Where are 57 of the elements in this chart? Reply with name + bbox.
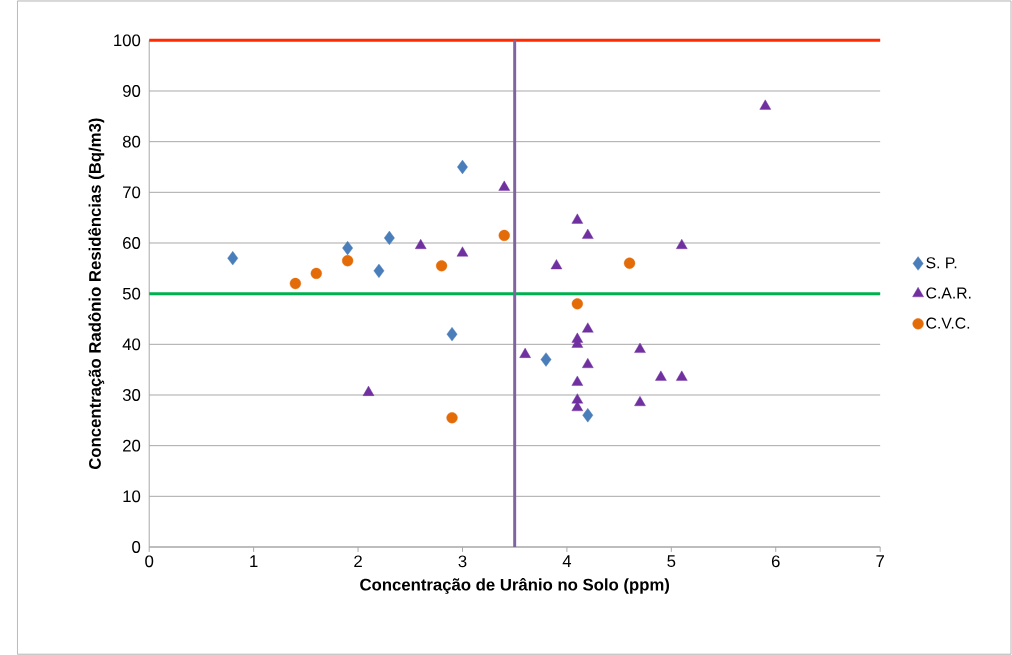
legend-label: C.V.C. <box>926 317 970 329</box>
y-tick-label: 0 <box>132 540 141 553</box>
point <box>519 347 531 358</box>
x-tick-label: 2 <box>354 555 362 567</box>
point <box>571 393 584 404</box>
point <box>676 238 688 249</box>
legend-label: C.A.R. <box>926 287 971 299</box>
point <box>550 259 563 270</box>
x-tick-label: 7 <box>876 555 884 567</box>
point <box>623 257 636 269</box>
point <box>289 277 302 290</box>
point <box>384 230 395 245</box>
point <box>540 352 552 367</box>
y-tick-label: 10 <box>123 490 141 503</box>
y-tick-label: 30 <box>122 388 141 401</box>
y-tick-label: 70 <box>123 186 141 199</box>
point <box>310 267 322 279</box>
x-tick-label: 6 <box>771 555 780 568</box>
point <box>655 370 667 381</box>
point <box>571 213 584 224</box>
point <box>582 322 594 333</box>
point <box>446 412 458 424</box>
point <box>456 246 469 257</box>
point <box>634 342 646 353</box>
y-tick-label: 100 <box>114 34 141 47</box>
point <box>759 99 772 110</box>
x-tick-label: 5 <box>667 555 676 567</box>
point <box>414 238 427 249</box>
point <box>446 327 458 342</box>
legend-label: S. P. <box>926 257 957 269</box>
x-tick-label: 1 <box>250 555 258 567</box>
x-axis-title: Concentração de Urânio no Solo (ppm) <box>360 577 670 594</box>
point <box>571 375 584 386</box>
point <box>373 263 385 278</box>
y-tick-label: 80 <box>122 135 141 148</box>
point <box>676 370 688 381</box>
point <box>582 408 594 423</box>
y-tick-label: 20 <box>123 439 141 452</box>
point <box>498 180 510 191</box>
point <box>571 298 583 310</box>
y-tick-label: 50 <box>122 287 141 300</box>
point <box>582 357 594 368</box>
y-tick-label: 40 <box>122 338 141 351</box>
point <box>457 159 468 174</box>
y-axis-title: Concentração Radônio Residências (Bq/m3) <box>88 118 105 469</box>
x-tick-label: 4 <box>562 555 572 567</box>
point <box>227 251 239 266</box>
y-tick-label: 60 <box>123 236 141 249</box>
point <box>342 255 354 267</box>
x-tick-label: 3 <box>458 555 467 568</box>
point <box>435 260 448 272</box>
point <box>498 229 510 241</box>
point <box>634 395 646 406</box>
point <box>582 228 594 239</box>
x-tick-label: 0 <box>145 555 154 568</box>
point <box>362 385 375 396</box>
y-tick-label: 90 <box>123 84 141 97</box>
